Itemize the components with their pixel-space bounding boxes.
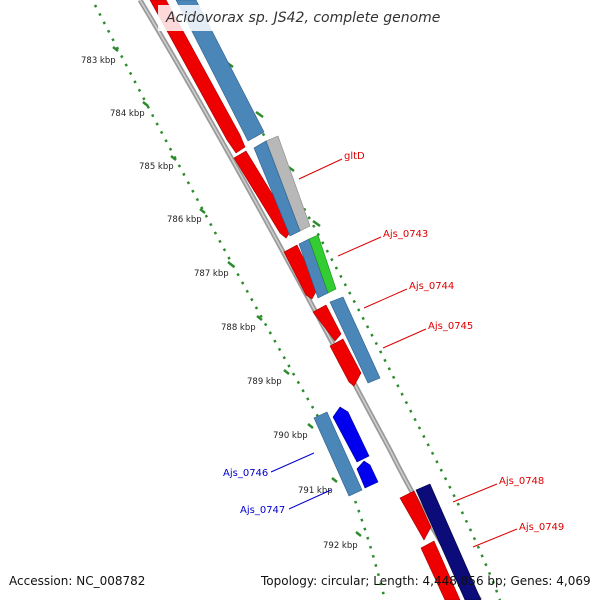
- gene-band: [175, 0, 482, 600]
- gene-band-5[interactable]: [313, 411, 363, 497]
- gene-band-2[interactable]: [253, 140, 301, 237]
- gene-band-4[interactable]: [329, 296, 381, 384]
- forward-genes: [149, 0, 461, 600]
- leader-Ajs_0749: [472, 528, 518, 548]
- axis-label-786: 786 kbp: [167, 215, 202, 225]
- gene-forward-6[interactable]: [399, 490, 432, 541]
- gene-reverse-1[interactable]: [332, 406, 370, 463]
- leader-Ajs_0746: [270, 452, 315, 473]
- leader-Ajs_0743: [337, 236, 382, 257]
- gene-green-1[interactable]: [308, 234, 337, 294]
- accession-text: Accession: NC_008782: [9, 574, 146, 588]
- gene-label-Ajs_0744[interactable]: Ajs_0744: [409, 281, 454, 292]
- gene-forward-3[interactable]: [283, 244, 319, 300]
- gene-labels: gltD Ajs_0743 Ajs_0744 Ajs_0745 Ajs_0748…: [223, 151, 564, 533]
- axis-label-789: 789 kbp: [247, 377, 282, 387]
- gene-label-Ajs_0743[interactable]: Ajs_0743: [383, 229, 428, 240]
- leader-Ajs_0747: [288, 489, 332, 510]
- gene-forward-4[interactable]: [312, 304, 342, 342]
- gene-label-Ajs_0746[interactable]: Ajs_0746: [223, 468, 268, 479]
- gene-reverse-2[interactable]: [356, 460, 379, 489]
- leader-Ajs_0744: [363, 288, 408, 309]
- axis-label-788: 788 kbp: [221, 323, 256, 333]
- gene-forward-5[interactable]: [329, 338, 362, 387]
- axis-label-783: 783 kbp: [81, 56, 116, 66]
- axis-label-790: 790 kbp: [273, 431, 308, 441]
- gene-label-gltD[interactable]: gltD: [344, 151, 365, 162]
- gene-dark-1[interactable]: [415, 483, 482, 600]
- axis-label-785: 785 kbp: [139, 162, 174, 172]
- axis-label-791: 791 kbp: [298, 486, 333, 496]
- title-box: Acidovorax sp. JS42, complete genome: [158, 5, 449, 31]
- axis-label-784: 784 kbp: [110, 109, 145, 119]
- genome-title: Acidovorax sp. JS42, complete genome: [166, 10, 441, 26]
- gene-label-Ajs_0745[interactable]: Ajs_0745: [428, 321, 473, 332]
- leader-Ajs_0748: [452, 483, 498, 503]
- axis-label-787: 787 kbp: [194, 269, 229, 279]
- leader-lines: [270, 158, 518, 548]
- gene-label-Ajs_0748[interactable]: Ajs_0748: [499, 476, 544, 487]
- gene-forward-7[interactable]: [420, 540, 461, 600]
- major-ticks: [112, 46, 362, 537]
- gene-label-Ajs_0749[interactable]: Ajs_0749: [519, 522, 564, 533]
- gene-band-1[interactable]: [175, 0, 265, 142]
- genome-summary-text: Topology: circular; Length: 4,448,856 bp…: [261, 574, 591, 588]
- leader-Ajs_0745: [382, 328, 427, 349]
- axis-labels: 783 kbp 784 kbp 785 kbp 786 kbp 787 kbp …: [81, 56, 358, 551]
- gene-forward-1[interactable]: [149, 0, 246, 154]
- leader-gltD: [298, 158, 343, 180]
- reverse-genes: [313, 406, 379, 497]
- gene-label-Ajs_0747[interactable]: Ajs_0747: [240, 505, 285, 516]
- axis-label-792: 792 kbp: [323, 541, 358, 551]
